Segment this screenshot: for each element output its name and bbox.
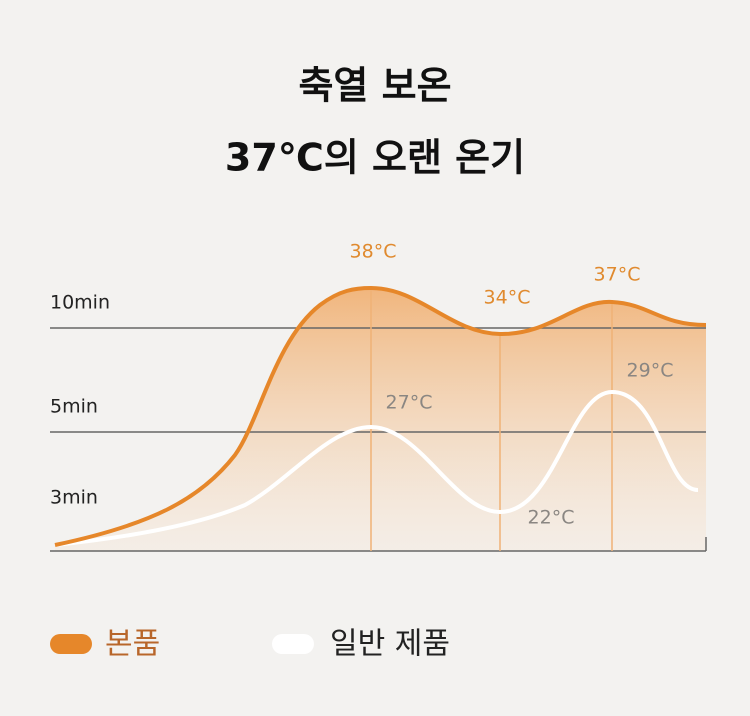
y-label: 10min bbox=[50, 292, 110, 314]
annotation: 22°C bbox=[528, 507, 575, 529]
title-line: 37℃의 오랜 온기 bbox=[225, 136, 525, 180]
title-line: 축열 보온 bbox=[298, 64, 451, 108]
y-label: 3min bbox=[50, 487, 98, 509]
legend-label: 본품 bbox=[105, 627, 160, 662]
annotation: 37°C bbox=[594, 264, 641, 286]
y-label: 5min bbox=[50, 396, 98, 418]
regular-curve bbox=[54, 389, 699, 547]
legend-label: 일반 제품 bbox=[330, 627, 450, 662]
legend-swatch bbox=[50, 634, 92, 654]
annotation: 34°C bbox=[484, 287, 531, 309]
annotation: 27°C bbox=[386, 392, 433, 414]
annotation: 29°C bbox=[627, 360, 674, 382]
annotation: 38°C bbox=[350, 241, 397, 263]
legend-swatch bbox=[272, 634, 314, 654]
product-curve bbox=[54, 285, 707, 547]
